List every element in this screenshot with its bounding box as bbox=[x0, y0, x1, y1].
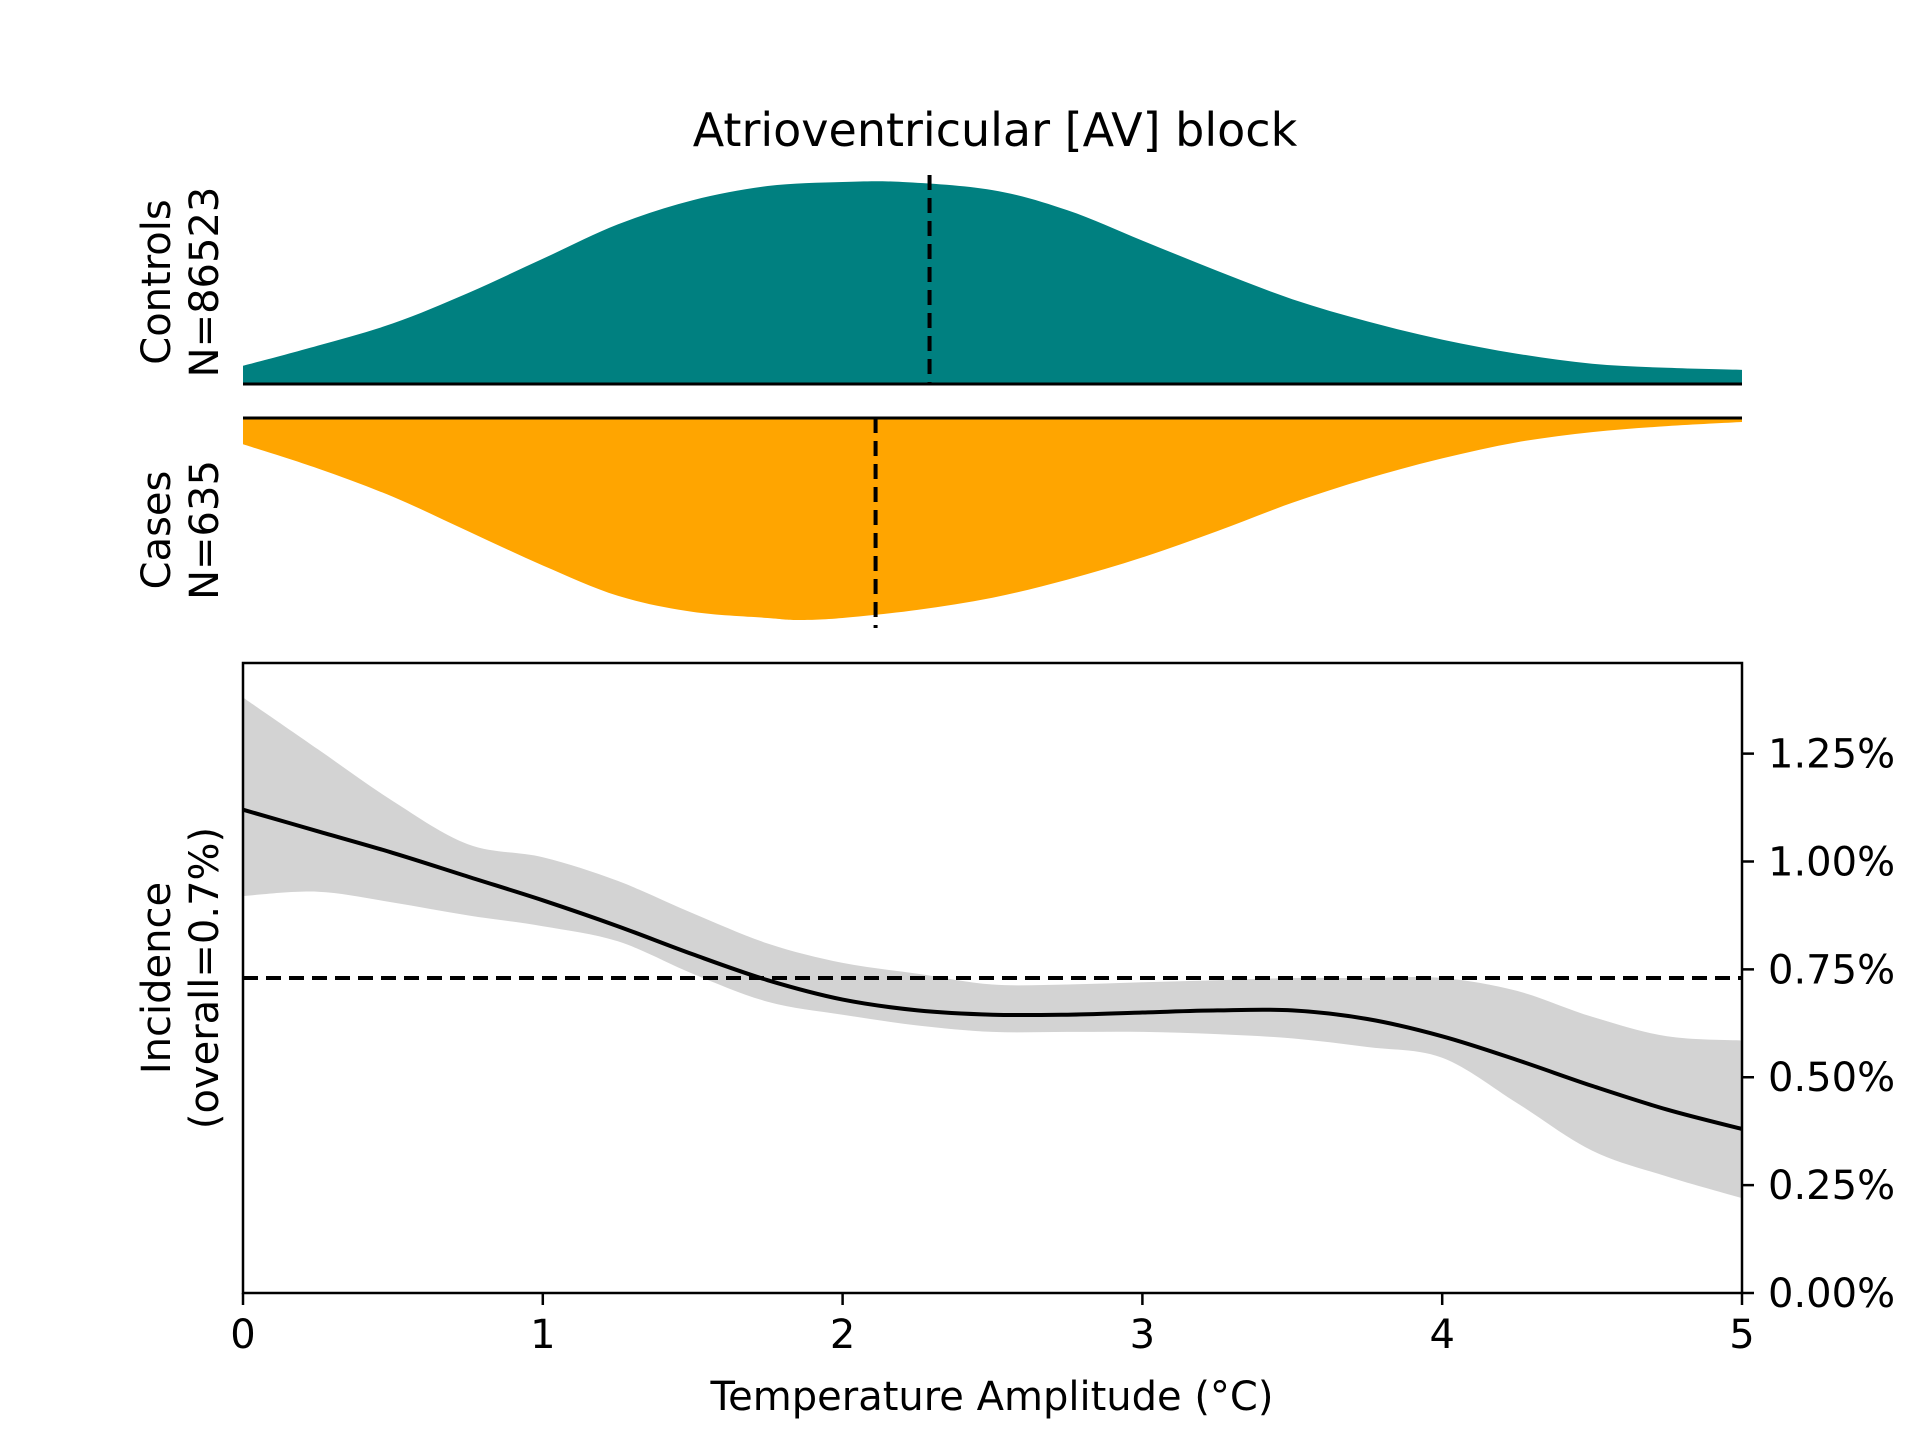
plot-frame bbox=[241, 661, 1744, 1295]
cases-density-area bbox=[243, 418, 1742, 620]
y-tick-label: 0.00% bbox=[1768, 1271, 1895, 1317]
y-tick-label: 0.25% bbox=[1768, 1163, 1895, 1209]
x-tick-label: 0 bbox=[230, 1312, 255, 1358]
controls-density-area bbox=[243, 181, 1742, 384]
incidence-line bbox=[242, 807, 1743, 1131]
controls-label-line1: Controls bbox=[134, 199, 180, 364]
x-tick-label: 1 bbox=[530, 1312, 555, 1358]
y-axis-label-line2: (overall=0.7%) bbox=[182, 827, 228, 1129]
x-tick-label: 3 bbox=[1130, 1312, 1155, 1358]
controls-label-line2: N=86523 bbox=[182, 187, 228, 378]
cases-label-line1: Cases bbox=[134, 471, 180, 590]
x-axis-label: Temperature Amplitude (°C) bbox=[710, 1374, 1274, 1420]
y-tick-label: 0.75% bbox=[1768, 947, 1895, 993]
y-tick-label: 1.00% bbox=[1768, 839, 1895, 885]
cases-label-line2: N=635 bbox=[182, 460, 228, 600]
y-tick-label: 0.50% bbox=[1768, 1055, 1895, 1101]
controls-panel: Controls N=86523 bbox=[134, 175, 1742, 386]
x-axis-ticks: 0 1 2 3 4 5 bbox=[230, 1293, 1755, 1358]
x-tick-label: 2 bbox=[830, 1312, 855, 1358]
chart-title: Atrioventricular [AV] block bbox=[693, 103, 1298, 157]
cases-panel: Cases N=635 bbox=[134, 416, 1742, 628]
x-tick-label: 5 bbox=[1729, 1312, 1754, 1358]
y-axis-ticks: 0.00% 0.25% 0.50% 0.75% 1.00% 1.25% bbox=[1742, 732, 1895, 1317]
incidence-panel: 0 1 2 3 4 5 0.00% 0.25% 0.50% 0.75% 1.00% 1.25% Te… bbox=[134, 661, 1895, 1420]
y-axis-label-line1: Incidence bbox=[134, 882, 180, 1074]
y-tick-label: 1.25% bbox=[1768, 732, 1895, 778]
x-tick-label: 4 bbox=[1429, 1312, 1454, 1358]
confidence-band bbox=[243, 697, 1742, 1199]
